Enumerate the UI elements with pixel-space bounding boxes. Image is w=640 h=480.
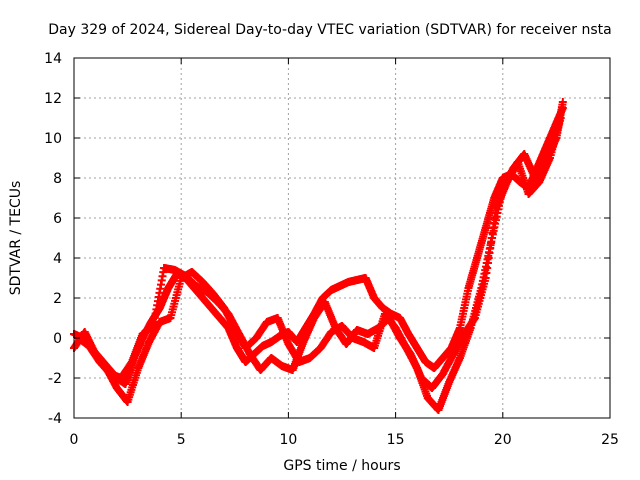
- plot-frame: [73, 57, 611, 419]
- x-tick-label: 5: [177, 432, 186, 448]
- y-tick-label: 0: [53, 331, 62, 347]
- y-tick-label: 2: [53, 291, 62, 307]
- y-axis: -4 -2 0 2 4 6 8 10 12 14: [44, 51, 610, 427]
- y-tick-label: 4: [53, 251, 62, 267]
- x-tick-label: 0: [70, 432, 79, 448]
- data-points: [70, 98, 567, 414]
- x-axis-label: GPS time / hours: [283, 458, 400, 474]
- x-tick-label: 15: [387, 432, 405, 448]
- grid-lines: [74, 58, 610, 418]
- y-tick-label: 12: [44, 91, 62, 107]
- y-tick-label: 8: [53, 171, 62, 187]
- y-tick-label: -4: [48, 411, 62, 427]
- data-point: [556, 114, 565, 122]
- x-axis: 0 5 10 15 20 25: [70, 58, 619, 448]
- y-tick-label: 10: [44, 131, 62, 147]
- chart-title: Day 329 of 2024, Sidereal Day-to-day VTE…: [48, 22, 611, 38]
- x-tick-label: 10: [279, 432, 297, 448]
- data-point: [558, 98, 567, 106]
- x-tick-label: 25: [601, 432, 619, 448]
- y-axis-label: SDTVAR / TECUs: [8, 181, 24, 296]
- y-tick-label: 14: [44, 51, 62, 67]
- y-tick-label: -2: [48, 371, 62, 387]
- y-tick-label: 6: [53, 211, 62, 227]
- x-tick-label: 20: [494, 432, 512, 448]
